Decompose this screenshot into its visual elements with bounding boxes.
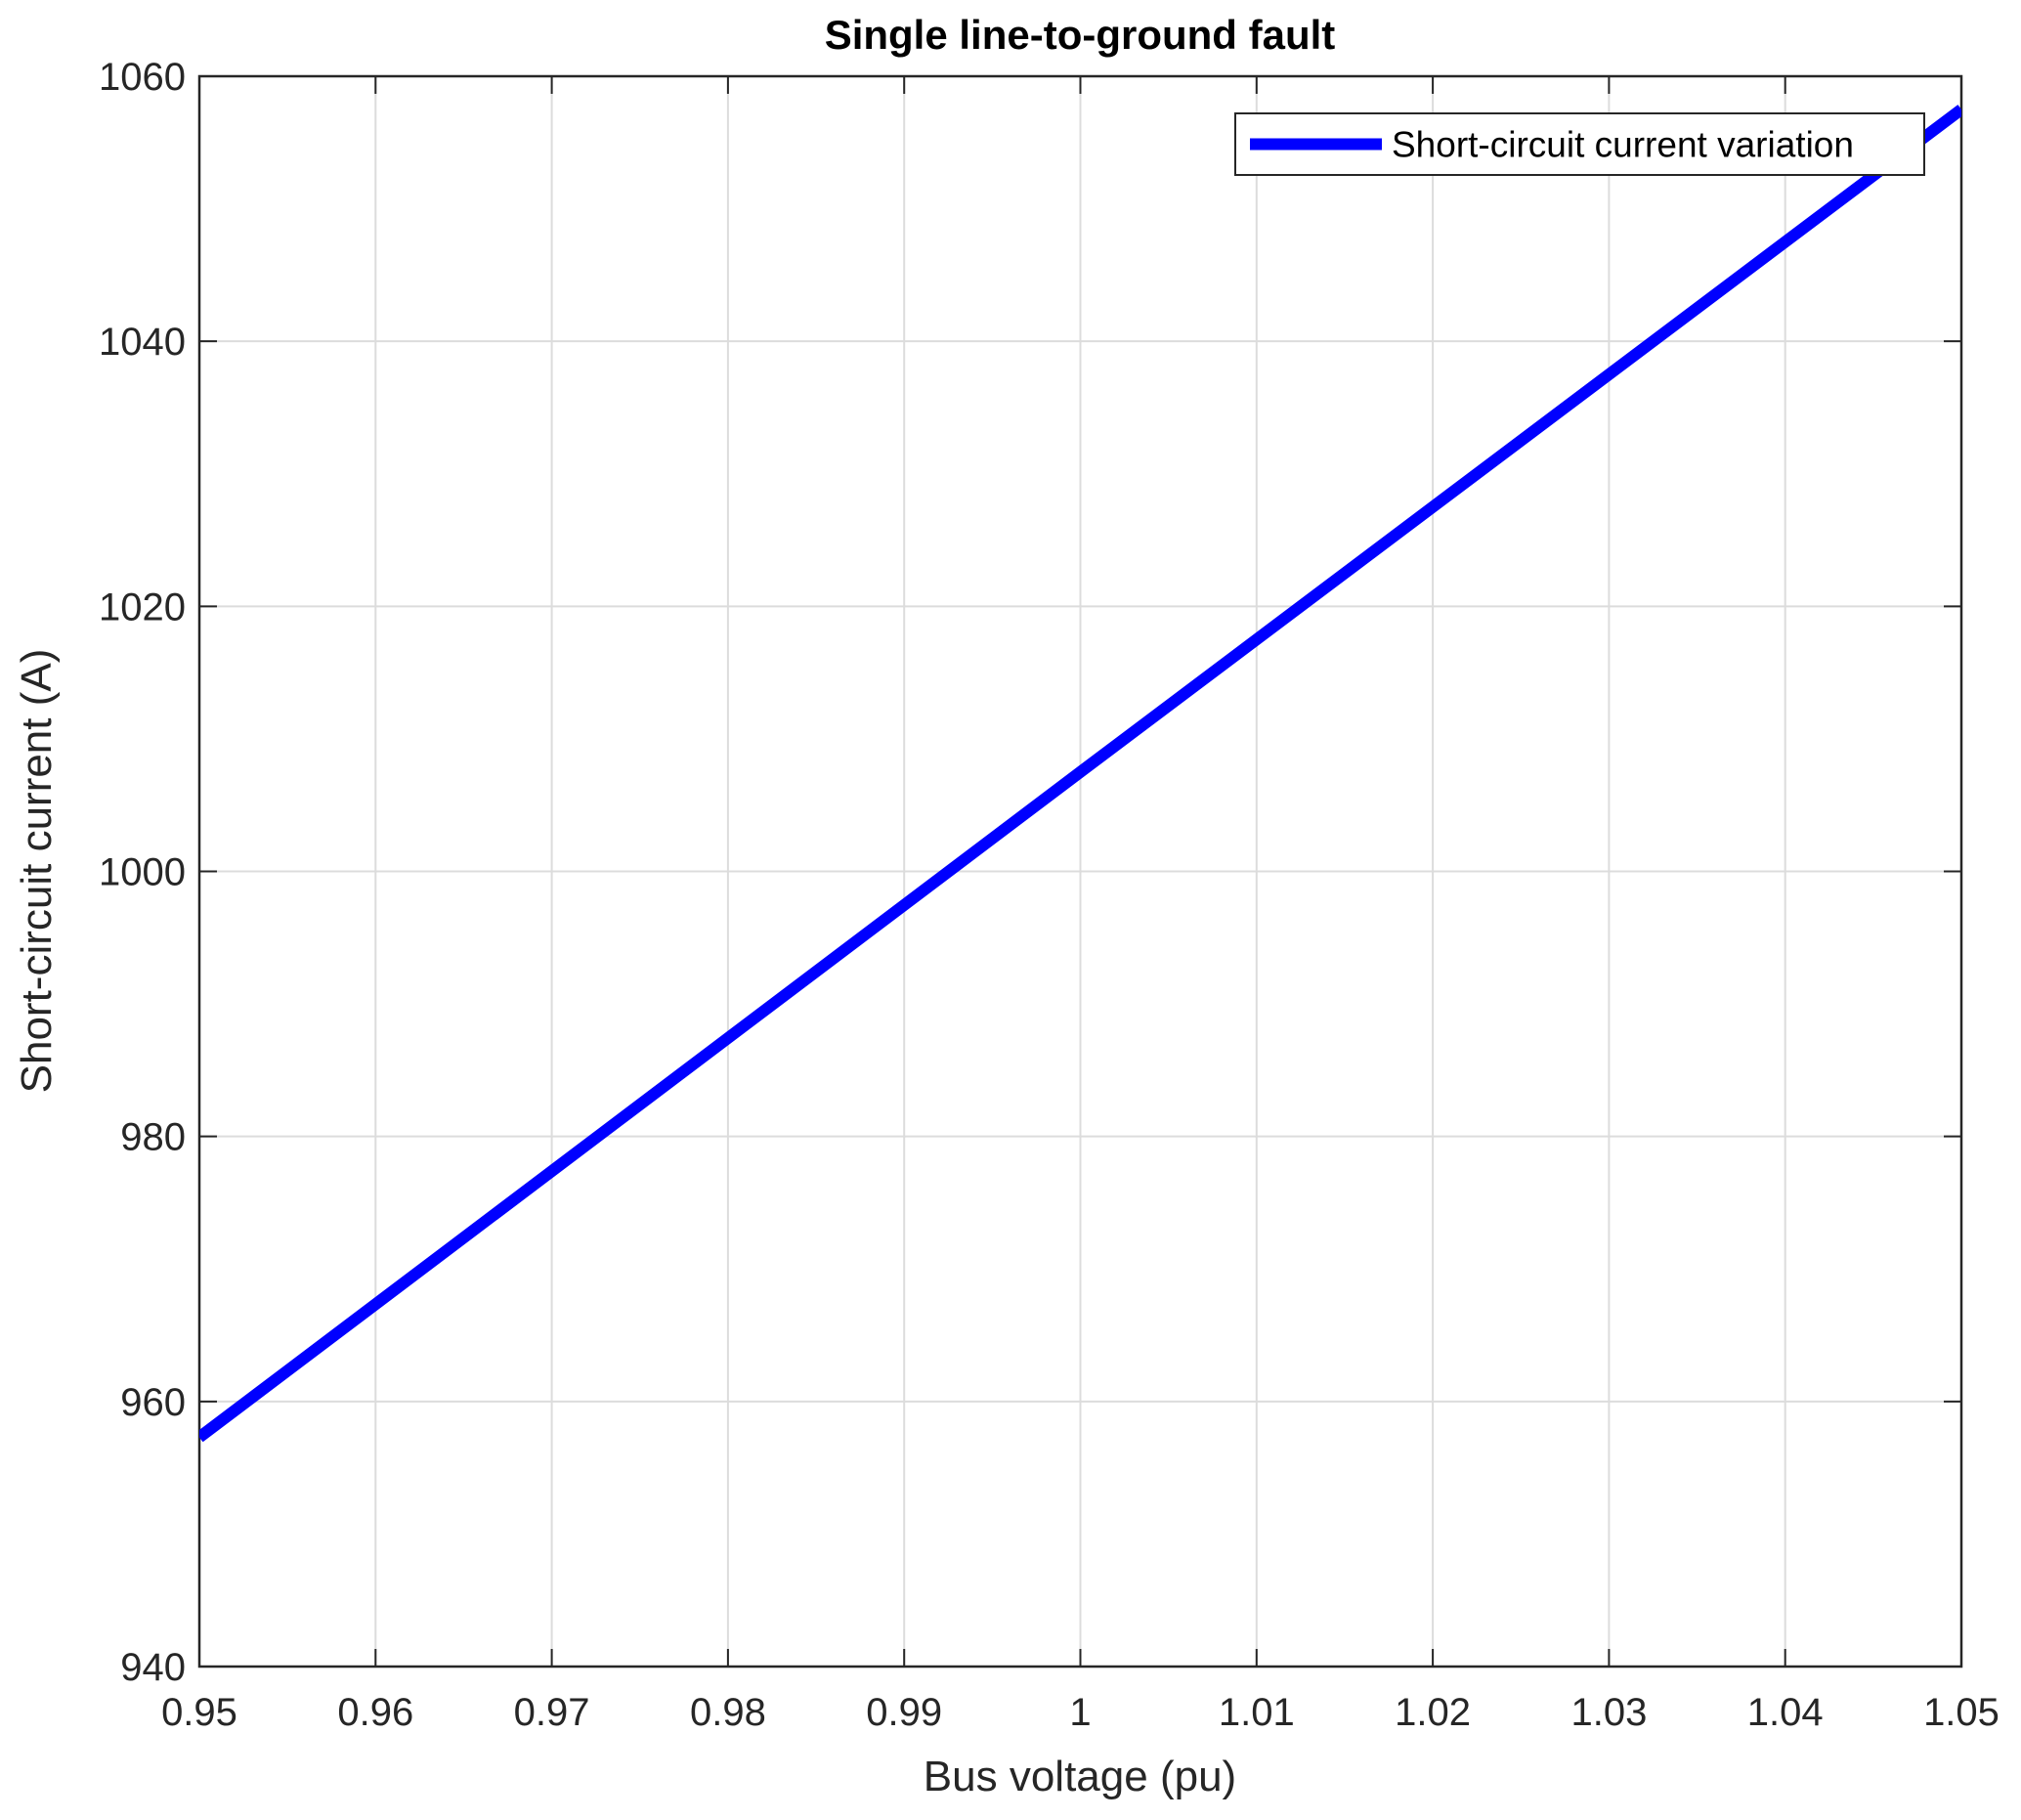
y-tick-label: 940: [120, 1646, 186, 1689]
x-axis-label: Bus voltage (pu): [924, 1753, 1236, 1800]
plot-frame: [197, 74, 1963, 1668]
y-tick-label: 1040: [99, 321, 186, 364]
x-tick-label: 1.03: [1570, 1691, 1647, 1734]
y-tick-label: 1060: [99, 56, 186, 99]
data-line: [199, 105, 1961, 1443]
x-tick-label: 0.99: [866, 1691, 942, 1734]
y-tick-label: 1000: [99, 851, 186, 894]
legend-label: Short-circuit current variation: [1392, 125, 1854, 165]
x-tick-label: 1.02: [1395, 1691, 1471, 1734]
y-tick-label: 960: [120, 1381, 186, 1424]
y-tick-label: 980: [120, 1116, 186, 1159]
x-tick-label: 0.97: [514, 1691, 590, 1734]
y-axis-label: Short-circuit current (A): [13, 649, 61, 1094]
x-tick-label: 1: [1069, 1691, 1091, 1734]
chart-title: Single line-to-ground fault: [825, 12, 1336, 58]
x-tick-label: 1.05: [1923, 1691, 2000, 1734]
x-tick-label: 1.01: [1219, 1691, 1295, 1734]
x-tick-label: 0.98: [690, 1691, 766, 1734]
x-tick-label: 1.04: [1747, 1691, 1824, 1734]
x-tick-label: 0.96: [337, 1691, 413, 1734]
x-tick-label: 0.95: [161, 1691, 237, 1734]
y-tick-label: 1020: [99, 585, 186, 628]
